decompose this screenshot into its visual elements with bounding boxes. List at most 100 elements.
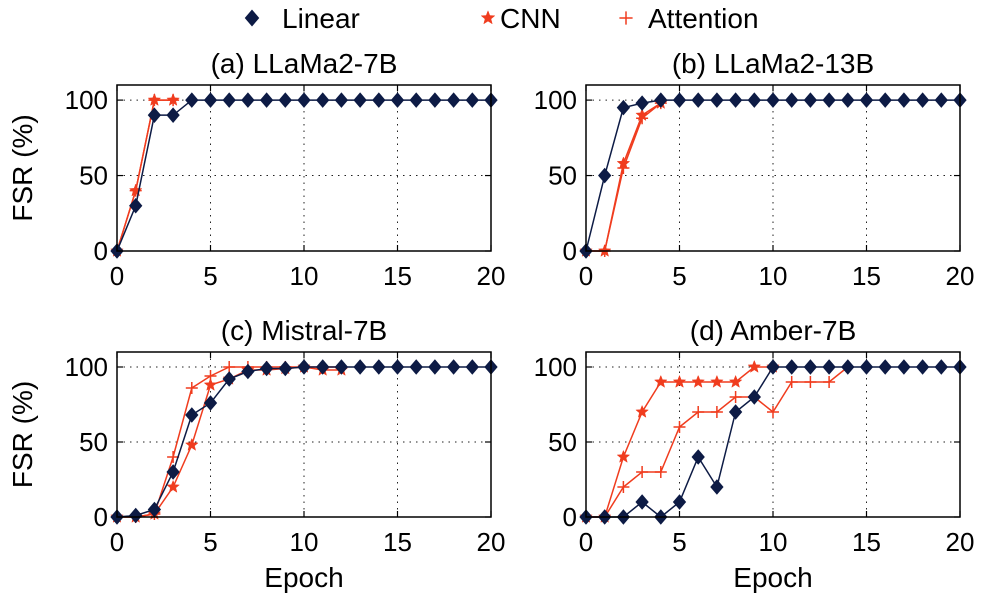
x-axis-label: Epoch — [733, 562, 812, 593]
x-tick-label: 15 — [852, 527, 881, 557]
data-point-attention — [636, 112, 649, 125]
data-point-linear — [822, 92, 836, 108]
data-point-linear — [878, 92, 892, 108]
y-tick-label: 50 — [79, 161, 108, 191]
series-cnn — [579, 95, 668, 257]
data-point-linear — [710, 92, 724, 108]
data-point-linear — [428, 92, 442, 108]
x-tick-label: 20 — [946, 261, 975, 291]
data-point-linear — [390, 359, 405, 375]
legend: Linear CNN Attention — [244, 3, 759, 34]
series-line-attention — [586, 102, 662, 252]
data-point-linear — [915, 359, 930, 375]
x-axis-label: Epoch — [264, 562, 343, 593]
series-line-cnn — [116, 99, 174, 252]
data-point-linear — [297, 359, 311, 375]
data-point-linear — [691, 92, 705, 108]
legend-marker-linear — [244, 9, 260, 27]
x-tick-label: 20 — [946, 527, 975, 557]
legend-marker-cnn — [480, 10, 496, 25]
series-line-attention — [116, 99, 174, 252]
data-point-linear — [841, 359, 855, 375]
x-tick-label: 0 — [579, 261, 593, 291]
data-point-attention — [148, 94, 161, 107]
data-point-linear — [222, 371, 236, 387]
panel-c: 0 5 10 15 20 0 50 100 (c) Mistral-7B FSR (%) Epoch — [7, 315, 505, 593]
y-tick-label: 0 — [563, 236, 577, 266]
panel-a: 0 5 10 15 20 0 50 100 (a) LLaMa2-7B FSR (%) — [7, 48, 505, 291]
data-point-linear — [446, 92, 461, 108]
data-point-linear — [691, 449, 705, 465]
series-linear — [579, 359, 967, 525]
data-point-attention — [673, 421, 686, 433]
data-point-linear — [747, 92, 761, 108]
data-point-cnn — [747, 359, 762, 373]
legend-item-linear: Linear — [244, 3, 360, 34]
x-tick-label: 5 — [203, 527, 217, 557]
data-point-linear — [672, 494, 687, 510]
x-tick-label: 20 — [477, 527, 506, 557]
data-point-linear — [259, 92, 274, 108]
panel-title: (c) Mistral-7B — [221, 315, 387, 346]
data-point-attention — [729, 391, 742, 403]
data-point-linear — [259, 360, 274, 377]
plot-frame — [116, 84, 492, 252]
data-point-linear — [934, 359, 948, 375]
data-point-linear — [934, 92, 948, 108]
data-point-linear — [859, 92, 874, 108]
data-point-attention — [204, 370, 217, 382]
x-tick-label: 10 — [759, 527, 788, 557]
data-point-linear — [185, 92, 199, 108]
data-point-linear — [334, 359, 349, 375]
data-point-linear — [446, 359, 461, 375]
legend-item-cnn: CNN — [480, 3, 561, 34]
data-point-linear — [409, 92, 423, 108]
y-tick-label: 100 — [65, 85, 108, 115]
data-point-attention — [654, 466, 667, 478]
data-point-linear — [672, 92, 687, 108]
x-tick-label: 20 — [477, 261, 506, 291]
data-point-cnn — [728, 374, 743, 388]
data-point-cnn — [710, 374, 724, 388]
x-tick-label: 0 — [110, 261, 124, 291]
y-tick-label: 50 — [79, 427, 108, 457]
data-point-linear — [803, 359, 818, 375]
panel-title: (a) LLaMa2-7B — [211, 48, 398, 79]
data-point-linear — [129, 197, 143, 214]
data-point-cnn — [635, 404, 649, 418]
series-line-linear — [116, 366, 491, 518]
data-point-cnn — [616, 449, 631, 463]
y-axis-label: FSR (%) — [7, 381, 38, 488]
data-point-attention — [710, 406, 723, 418]
data-point-attention — [185, 382, 198, 394]
data-point-attention — [804, 376, 817, 388]
data-point-linear — [598, 167, 612, 184]
data-point-linear — [278, 360, 292, 377]
legend-marker-attention — [619, 11, 633, 25]
data-point-linear — [353, 359, 367, 375]
data-point-attention — [823, 376, 836, 388]
data-point-linear — [803, 92, 818, 108]
data-point-linear — [635, 95, 649, 111]
panel-title: (d) Amber-7B — [690, 315, 857, 346]
legend-item-attention: Attention — [619, 3, 759, 34]
data-point-linear — [428, 359, 442, 375]
data-point-attention — [617, 481, 630, 493]
series-line-cnn — [586, 102, 662, 252]
y-tick-label: 50 — [548, 427, 577, 457]
x-tick-label: 15 — [852, 261, 881, 291]
data-point-linear — [203, 92, 218, 108]
data-point-attention — [617, 162, 630, 174]
data-point-linear — [316, 359, 330, 375]
data-point-linear — [897, 359, 911, 375]
data-point-attention — [692, 406, 705, 418]
x-tick-label: 15 — [383, 261, 412, 291]
data-point-linear — [915, 92, 930, 108]
series-linear — [110, 92, 498, 259]
grid-lines — [117, 352, 491, 517]
x-tick-label: 5 — [672, 527, 686, 557]
plot-frame — [585, 84, 961, 252]
x-tick-label: 5 — [203, 261, 217, 291]
plot-frame — [116, 351, 492, 518]
